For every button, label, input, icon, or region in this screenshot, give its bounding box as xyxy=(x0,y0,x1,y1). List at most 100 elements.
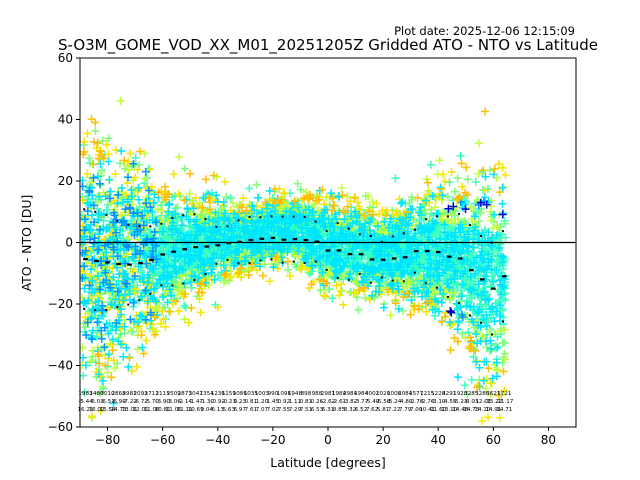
bin-mean-label: -3.77 xyxy=(354,399,369,405)
plot-date: Plot date: 2025-12-06 12:15:09 xyxy=(394,24,575,38)
bin-count-label: 1096 xyxy=(277,391,292,397)
bin-std-label: 13.01 xyxy=(122,407,138,413)
bin-std-label: 10.41 xyxy=(419,407,435,413)
bin-std-label: 14.48 xyxy=(452,407,468,413)
y-tick-label: 60 xyxy=(58,51,73,65)
bin-std-label: 14.71 xyxy=(496,407,512,413)
bin-mean-label: 0.23 xyxy=(234,399,247,405)
bin-count-label: 1215 xyxy=(420,391,435,397)
bin-std-label: 9.04 xyxy=(201,407,214,413)
bin-count-label: 2868 xyxy=(111,391,126,397)
y-tick-label: 20 xyxy=(58,174,73,188)
bin-count-label: 2480 xyxy=(89,391,104,397)
bin-mean-label: -6.72 xyxy=(133,399,147,405)
bin-mean-label: -3.82 xyxy=(343,399,357,405)
scatter-point-group xyxy=(80,107,508,400)
bin-count-label: 4291 xyxy=(442,391,457,397)
bin-statistics xyxy=(80,208,576,336)
bin-mean-label: -2.61 xyxy=(332,399,347,405)
bin-mean-label: -0.92 xyxy=(211,399,225,405)
bin-mean-label: -3.10 xyxy=(431,399,446,405)
bin-mean-label: 0.92 xyxy=(278,399,290,405)
bin-mean-label: 1.20 xyxy=(256,399,269,405)
bin-count-label: 1983 xyxy=(78,391,93,397)
bin-count-label: 2093 xyxy=(133,391,148,397)
bin-mean-label: -2.14 xyxy=(177,399,192,405)
bin-std-label: 14.73 xyxy=(111,407,127,413)
x-tick-label: 20 xyxy=(375,433,390,447)
bin-count-label: 1984 xyxy=(332,391,347,397)
bin-std-label: 6.52 xyxy=(355,407,367,413)
x-tick-label: −40 xyxy=(205,433,230,447)
x-tick-label: −60 xyxy=(150,433,175,447)
bin-mean-label: -1.47 xyxy=(188,399,203,405)
bin-std-label: 7.62 xyxy=(366,407,378,413)
bin-count-label: 5220 xyxy=(431,391,446,397)
bin-mean-label: -15.22 xyxy=(484,399,502,405)
bin-count-label: 2981 xyxy=(122,391,137,397)
bin-std-label: 7.07 xyxy=(256,407,269,413)
bin-count-label: 2984 xyxy=(343,391,358,397)
bin-mean-label: -6.99 xyxy=(111,399,126,405)
bin-count-label: 1354 xyxy=(200,391,215,397)
bin-count-label: 1984 xyxy=(354,391,369,397)
bin-std-label: 13.10 xyxy=(441,407,457,413)
bin-count-label: 4002 xyxy=(365,391,379,397)
x-tick-label: 80 xyxy=(541,433,556,447)
bin-std-label: 8.85 xyxy=(333,407,346,413)
bin-count-label: 3621 xyxy=(486,391,501,397)
bin-count-label: 1020 xyxy=(376,391,391,397)
bin-std-label: 5.81 xyxy=(377,407,390,413)
bin-std-label: 7.22 xyxy=(388,407,400,413)
bin-mean-label: -1.30 xyxy=(200,399,215,405)
scatter-point-group xyxy=(80,147,509,408)
bin-mean-label: -5.58 xyxy=(376,399,391,405)
x-tick-label: −80 xyxy=(95,433,120,447)
bin-count-label: 1006 xyxy=(387,391,402,397)
x-tick-label: 40 xyxy=(431,433,446,447)
bin-std-label: 11.06 xyxy=(144,407,160,413)
x-tick-label: 0 xyxy=(324,433,332,447)
bin-count-label: 898 xyxy=(301,391,312,397)
y-axis-label: ATO - NTO [DU] xyxy=(19,195,34,292)
bin-std-label: 7.55 xyxy=(278,407,291,413)
bin-count-label: 2711 xyxy=(145,391,160,397)
bin-mean-label: -5.44 xyxy=(78,399,93,405)
bin-std-label: 7.00 xyxy=(410,407,423,413)
bin-count-label: 3047 xyxy=(189,391,204,397)
chart-title: S-O3M_GOME_VOD_XX_M01_20251205Z Gridded … xyxy=(58,36,598,55)
y-tick-label: 0 xyxy=(65,236,73,250)
y-tick-label: −60 xyxy=(48,420,73,434)
bin-std-label: 7.61 xyxy=(245,407,258,413)
bin-mean-label: -5.23 xyxy=(453,399,468,405)
bin-mean-label: 0.26 xyxy=(311,399,324,405)
bin-count-label: 2115 xyxy=(156,391,171,397)
bin-mean-label: -3.90 xyxy=(155,399,170,405)
bin-std-label: 11.11 xyxy=(177,407,193,413)
bin-mean-label: 0.81 xyxy=(300,399,313,405)
bin-std-label: 8.32 xyxy=(344,407,356,413)
bin-mean-label: -2.78 xyxy=(409,399,424,405)
bin-count-label: 1721 xyxy=(497,391,512,397)
bin-std-label: 14.73 xyxy=(463,407,479,413)
bin-count-label: 1577 xyxy=(409,391,424,397)
bin-count-label: 3010 xyxy=(100,391,115,397)
bin-mean-label: 1.45 xyxy=(267,399,280,405)
bin-std-label: 14.10 xyxy=(474,407,490,413)
x-tick-label: −20 xyxy=(260,433,285,447)
bin-stat-labels: 1983 -5.44 16.21 2480 -6.03 16.02 3010 -6.51 15.… xyxy=(78,391,514,413)
bin-std-label: 6.31 xyxy=(322,407,335,413)
bin-mean-label: -6.51 xyxy=(100,399,115,405)
bin-std-label: 7.51 xyxy=(300,407,313,413)
bin-count-label: 2981 xyxy=(321,391,336,397)
bin-mean-label: -4.80 xyxy=(398,399,413,405)
bin-count-label: 1928 xyxy=(453,391,468,397)
bin-mean-label: -9.03 xyxy=(464,399,479,405)
bin-count-label: 2084 xyxy=(398,391,413,397)
bin-std-label: 7.02 xyxy=(267,407,279,413)
bin-std-label: 16.02 xyxy=(89,407,105,413)
bin-mean-label: -3.06 xyxy=(166,399,181,405)
scatter-points xyxy=(80,96,510,425)
bin-std-label: 10.69 xyxy=(188,407,204,413)
